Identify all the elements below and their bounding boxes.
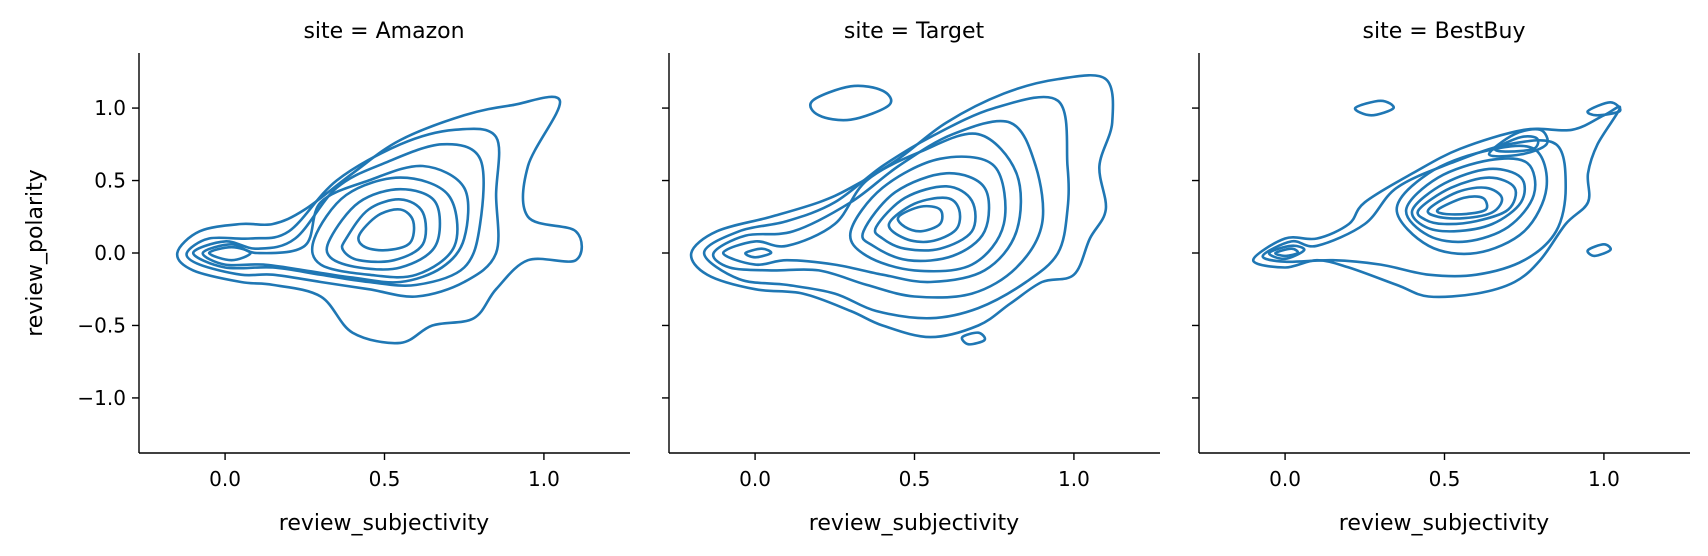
y-ticks-amazon: −1.0 −0.5 0.0 0.5 1.0 xyxy=(77,96,139,410)
y-tick-label: −1.0 xyxy=(77,386,126,410)
contour-line-5 xyxy=(1404,157,1537,244)
facet-panel-amazon: site = Amazon 0.0 0.5 1.0 −1.0 −0.5 0.0 0.5 1.… xyxy=(23,19,630,536)
contour-line-1 xyxy=(185,127,501,298)
contour-line-5 xyxy=(848,155,1007,273)
x-ticks-bestbuy: 0.0 0.5 1.0 xyxy=(1269,453,1620,491)
contour-line-6 xyxy=(1410,167,1527,233)
contour-line-7 xyxy=(873,184,977,252)
contour-line-1 xyxy=(702,95,1070,320)
contour-group-target xyxy=(689,73,1115,346)
contour-line-4 xyxy=(207,245,252,262)
panel-title-bestbuy: site = BestBuy xyxy=(1363,19,1526,44)
contour-line-14 xyxy=(1586,243,1612,258)
y-ticks-bestbuy xyxy=(1192,107,1199,399)
contour-line-8 xyxy=(887,196,962,244)
contour-line-11 xyxy=(1493,134,1540,153)
contour-line-3 xyxy=(1274,247,1300,258)
x-tick-label: 0.0 xyxy=(1269,467,1301,491)
x-tick-label: 1.0 xyxy=(1588,467,1620,491)
contour-line-7 xyxy=(340,198,428,264)
facet-panel-target: site = Target 0.0 0.5 1.0 review_subjectiv… xyxy=(662,19,1160,536)
contour-line-0 xyxy=(689,73,1115,339)
x-ticks-target: 0.0 0.5 1.0 xyxy=(739,453,1090,491)
y-axis-label: review_polarity xyxy=(23,169,48,337)
contour-line-0 xyxy=(1251,105,1622,299)
contour-line-12 xyxy=(1353,99,1395,117)
contour-line-8 xyxy=(1426,186,1504,220)
x-tick-label: 0.5 xyxy=(369,467,401,491)
y-tick-label: 1.0 xyxy=(94,96,126,120)
contour-line-1 xyxy=(1261,139,1567,278)
y-tick-label: 0.0 xyxy=(94,241,126,265)
contour-line-3 xyxy=(201,164,470,284)
x-tick-label: 0.5 xyxy=(899,467,931,491)
contour-line-10 xyxy=(809,84,893,122)
y-ticks-target xyxy=(662,107,669,399)
y-tick-label: 0.5 xyxy=(94,169,126,193)
y-tick-label: −0.5 xyxy=(77,313,126,337)
contour-line-0 xyxy=(175,95,584,345)
contour-line-11 xyxy=(960,331,987,346)
contour-line-8 xyxy=(357,208,416,252)
contour-line-2 xyxy=(711,119,1045,299)
contour-line-4 xyxy=(744,247,773,259)
facet-panel-bestbuy: site = BestBuy 0.0 0.5 1.0 review_subjecti… xyxy=(1192,19,1690,536)
x-axis-label-amazon: review_subjectivity xyxy=(279,511,489,536)
x-tick-label: 0.5 xyxy=(1429,467,1461,491)
x-tick-label: 0.0 xyxy=(209,467,241,491)
contour-line-3 xyxy=(721,132,1023,284)
contour-line-13 xyxy=(1586,101,1622,117)
contour-line-2 xyxy=(1267,244,1306,261)
contour-line-9 xyxy=(1435,195,1489,216)
contour-line-2 xyxy=(191,142,485,287)
contour-line-6 xyxy=(325,187,442,271)
contour-line-5 xyxy=(310,176,459,279)
panel-title-amazon: site = Amazon xyxy=(303,19,464,44)
contour-group-bestbuy xyxy=(1251,99,1622,299)
contour-line-6 xyxy=(861,171,991,263)
x-tick-label: 1.0 xyxy=(1058,467,1090,491)
contour-line-4 xyxy=(1395,144,1549,256)
contour-line-10 xyxy=(1487,127,1549,158)
contour-group-amazon xyxy=(175,95,584,345)
contour-line-9 xyxy=(896,204,944,233)
x-tick-label: 0.0 xyxy=(739,467,771,491)
x-axis-label-bestbuy: review_subjectivity xyxy=(1339,511,1549,536)
x-ticks-amazon: 0.0 0.5 1.0 xyxy=(209,453,560,491)
panel-title-target: site = Target xyxy=(844,19,985,44)
x-axis-label-target: review_subjectivity xyxy=(809,511,1019,536)
contour-line-7 xyxy=(1416,176,1518,226)
x-tick-label: 1.0 xyxy=(528,467,560,491)
